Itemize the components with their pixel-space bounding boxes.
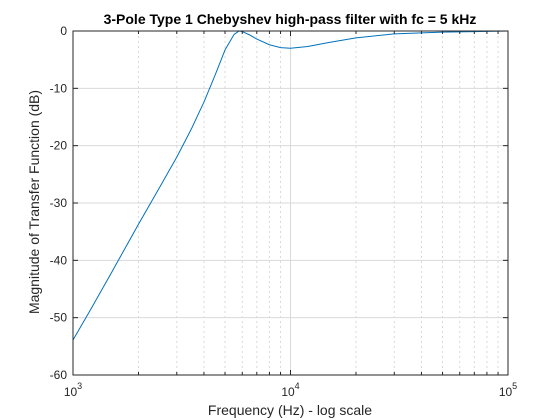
x-tick-label: 105 <box>499 381 517 399</box>
y-tick-label: -50 <box>50 311 68 325</box>
y-tick-label: -60 <box>50 368 68 382</box>
x-tick-label: 104 <box>281 381 299 399</box>
x-axis-title: Frequency (Hz) - log scale <box>208 402 372 418</box>
chart-title: 3-Pole Type 1 Chebyshev high-pass filter… <box>104 11 477 27</box>
y-tick-label: -10 <box>50 81 68 95</box>
tick-labels: 103 104 105 0 -10 -20 -30 -40 -50 -60 <box>50 24 518 399</box>
y-tick-label: -20 <box>50 139 68 153</box>
x-tick-label: 103 <box>64 381 82 399</box>
y-axis-title: Magnitude of Transfer Function (dB) <box>26 90 42 314</box>
axes <box>72 30 509 376</box>
y-tick-label: 0 <box>60 24 67 38</box>
y-tick-label: -40 <box>50 253 68 267</box>
y-tick-label: -30 <box>50 196 68 210</box>
